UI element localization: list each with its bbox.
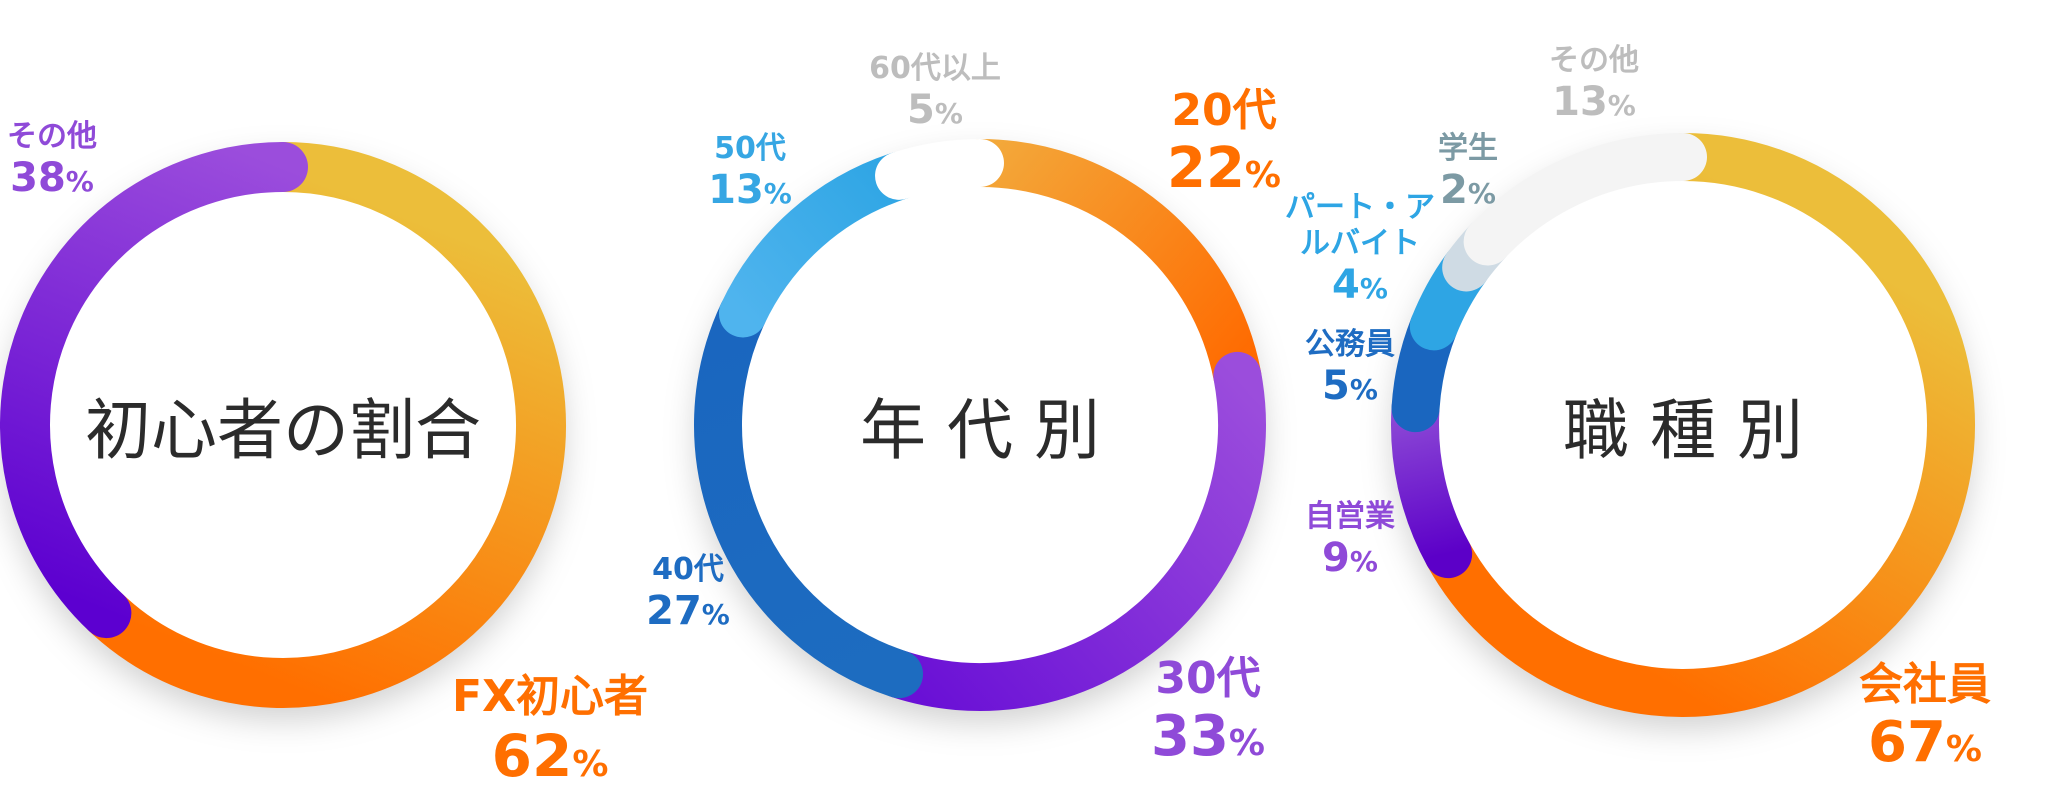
label-civil-servant-val: 5% <box>1322 362 1378 409</box>
slice-3-company <box>1424 133 1975 717</box>
label-50s: 50代 13% <box>708 131 792 213</box>
label-part-time-cat: パート・アルバイト <box>1285 190 1435 261</box>
label-20s-cat: 20代 <box>1171 85 1277 136</box>
label-civil-servant-cat: 公務員 <box>1305 327 1395 362</box>
label-student-cat: 学生 <box>1438 131 1498 166</box>
label-20s: 20代 22% <box>1166 85 1282 201</box>
label-other-3-val: 13% <box>1552 78 1636 125</box>
center-title-beginner: 初心者の割合 <box>85 392 481 469</box>
label-other-1-cat: その他 <box>7 119 97 154</box>
label-fx-beginner: FX初心者 62% <box>452 671 648 790</box>
label-company-val: 67% <box>1867 709 1982 775</box>
label-self-employed-cat: 自営業 <box>1305 499 1395 534</box>
center-title-job: 職 種 別 <box>1563 392 1803 469</box>
label-40s-cat: 40代 <box>652 552 724 587</box>
slice-2-60s-plus <box>875 139 1004 200</box>
label-50s-val: 13% <box>708 166 792 213</box>
donut-3-shadow-disc <box>1393 135 1973 715</box>
label-civil-servant: 公務員 5% <box>1305 327 1395 409</box>
label-self-employed-val: 9% <box>1322 534 1378 581</box>
label-self-employed: 自営業 9% <box>1305 499 1395 581</box>
slice-2-40s <box>694 289 924 699</box>
label-20s-val: 22% <box>1166 135 1282 201</box>
label-30s-cat: 30代 <box>1155 653 1261 704</box>
center-title-age: 年 代 別 <box>860 392 1100 469</box>
label-40s-val: 27% <box>646 587 730 634</box>
label-student: 学生 2% <box>1438 131 1498 213</box>
label-part-time: パート・アルバイト 4% <box>1275 190 1445 308</box>
label-60s-plus-cat: 60代以上 <box>869 51 1001 86</box>
label-30s: 30代 33% <box>1150 653 1266 769</box>
label-fx-beginner-cat: FX初心者 <box>452 671 648 722</box>
donut-2-shadow-disc <box>696 141 1264 709</box>
slice-1-other <box>0 142 308 639</box>
slice-2-30s <box>875 351 1266 711</box>
slice-2-50s <box>718 151 924 338</box>
slice-3-other <box>1463 133 1707 266</box>
label-60s-plus: 60代以上 5% <box>869 51 1001 133</box>
donut-1-shadow-disc <box>2 144 564 706</box>
label-60s-plus-val: 5% <box>907 86 963 133</box>
label-company-cat: 会社員 <box>1859 659 1991 710</box>
label-student-val: 2% <box>1440 166 1496 213</box>
label-30s-val: 33% <box>1150 703 1266 769</box>
label-50s-cat: 50代 <box>714 131 786 166</box>
slice-2-20s <box>956 139 1262 400</box>
slice-1-fx-beginner <box>81 142 566 708</box>
label-other-3-cat: その他 <box>1549 43 1639 78</box>
label-other-1: その他 38% <box>7 119 97 201</box>
label-part-time-val: 4% <box>1332 262 1388 308</box>
label-other-3: その他 13% <box>1549 43 1639 125</box>
label-other-1-val: 38% <box>10 154 94 201</box>
label-40s: 40代 27% <box>646 552 730 634</box>
label-fx-beginner-val: 62% <box>491 721 609 790</box>
label-company: 会社員 67% <box>1859 659 1991 775</box>
